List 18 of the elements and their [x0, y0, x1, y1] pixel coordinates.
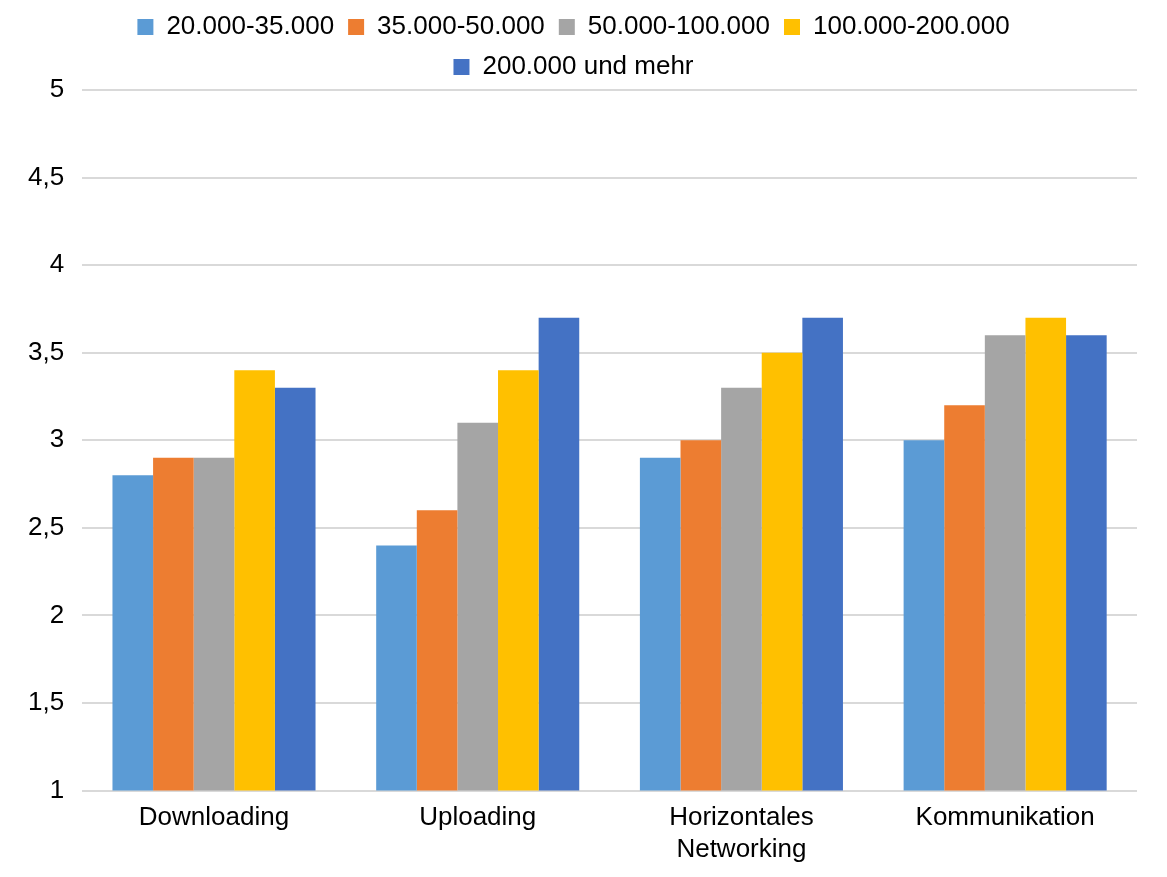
y-tick-label: 4,5: [27, 160, 65, 191]
y-tick-label: 1: [49, 773, 65, 804]
x-tick-label: Uploading: [419, 801, 537, 832]
legend-label: 200.000 und mehr: [482, 50, 694, 81]
x-tick-label: Kommunikation: [915, 801, 1095, 832]
y-tick-label: 2: [49, 598, 65, 629]
y-tick-label: 3,5: [27, 335, 65, 366]
x-tick-label: Horizontales Networking: [669, 801, 814, 863]
y-tick-label: 4: [49, 248, 65, 279]
y-tick-label: 5: [49, 73, 65, 104]
legend-label: 35.000-50.000: [377, 10, 545, 41]
y-tick-label: 3: [49, 423, 65, 454]
legend-label: 100.000-200.000: [812, 10, 1010, 41]
y-tick-label: 2,5: [27, 511, 65, 542]
legend-label: 20.000-35.000: [166, 10, 335, 41]
y-tick-label: 1,5: [27, 686, 65, 717]
x-tick-label: Downloading: [138, 801, 290, 832]
legend-label: 50.000-100.000: [587, 10, 770, 41]
